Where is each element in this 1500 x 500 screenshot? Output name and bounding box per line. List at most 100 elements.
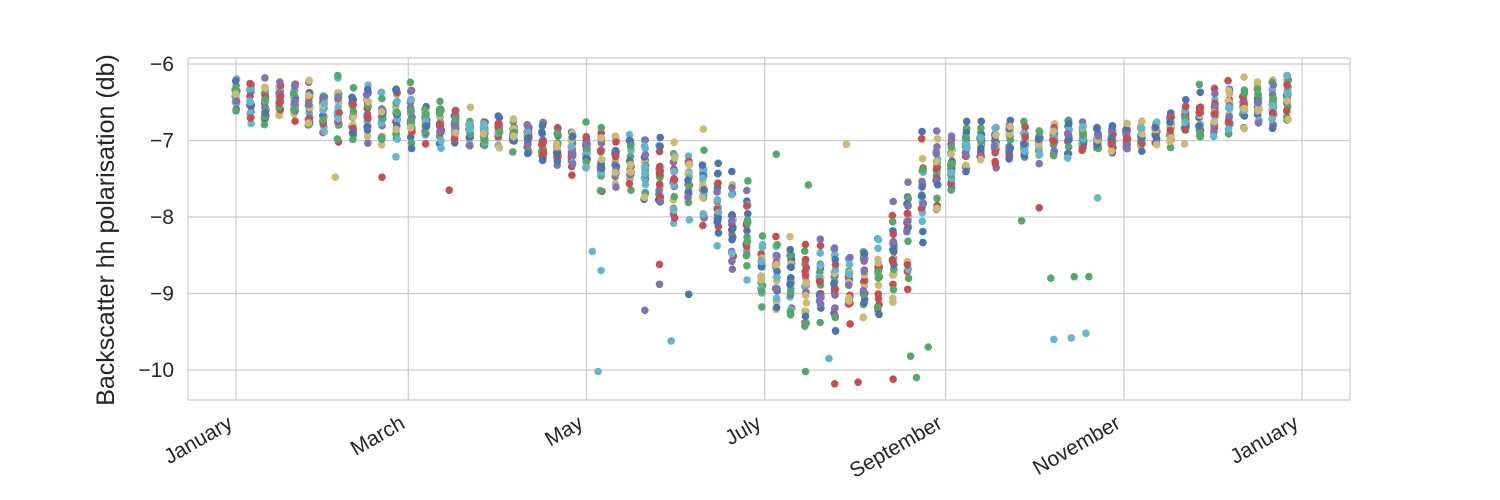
data-point (1195, 80, 1204, 89)
data-point (757, 257, 766, 266)
data-points (231, 71, 1293, 388)
data-point (568, 160, 577, 168)
data-point (291, 117, 299, 125)
data-point (363, 85, 372, 94)
data-point (597, 134, 605, 142)
data-point (509, 115, 518, 123)
data-point (831, 327, 840, 335)
data-point (933, 135, 942, 143)
data-point (728, 265, 737, 274)
data-point (304, 119, 313, 127)
data-point (1035, 204, 1043, 212)
data-point (1035, 150, 1044, 159)
data-point (626, 168, 635, 176)
data-point (904, 237, 912, 246)
data-point (728, 224, 737, 233)
data-point (567, 142, 575, 151)
data-point (713, 242, 721, 250)
data-point (1240, 89, 1249, 97)
data-point (655, 169, 664, 178)
data-point (743, 276, 751, 284)
data-point (816, 318, 824, 327)
data-point (1196, 103, 1205, 111)
data-point (918, 192, 926, 200)
data-point (333, 135, 342, 143)
plot-area (187, 57, 1351, 401)
data-point (831, 304, 839, 312)
data-point (568, 171, 576, 179)
data-point (231, 90, 240, 98)
data-point (888, 218, 897, 226)
data-point (1211, 89, 1219, 98)
x-tick-label: September (846, 411, 946, 482)
data-point (1064, 143, 1073, 151)
data-point (597, 164, 606, 172)
data-point (728, 184, 736, 192)
data-point (977, 144, 985, 152)
data-point (406, 124, 415, 132)
data-point (1268, 124, 1277, 133)
data-point (904, 274, 913, 283)
data-point (961, 134, 970, 142)
data-point (583, 139, 591, 148)
data-point (714, 208, 723, 217)
data-point (407, 144, 416, 153)
data-point (349, 101, 358, 109)
data-point (349, 84, 358, 92)
data-point (246, 85, 254, 93)
data-point (1225, 104, 1234, 113)
data-point (364, 97, 373, 106)
data-point (773, 240, 781, 249)
data-point (1017, 217, 1026, 225)
data-point (874, 268, 882, 276)
data-point (889, 197, 897, 206)
data-point (728, 234, 737, 242)
data-point (888, 257, 897, 266)
data-point (854, 378, 862, 387)
data-point (1283, 81, 1291, 89)
data-point (1269, 81, 1278, 89)
data-point (685, 160, 694, 169)
data-point (1079, 143, 1087, 152)
data-point (377, 108, 386, 116)
data-point (699, 221, 707, 230)
x-tick-label: January (1226, 411, 1303, 469)
data-point (1224, 125, 1233, 133)
data-point (801, 240, 810, 249)
data-point (670, 138, 678, 146)
data-point (377, 141, 386, 149)
data-point (641, 144, 649, 153)
data-point (261, 95, 270, 104)
data-point (773, 273, 781, 282)
data-point (1123, 119, 1131, 128)
data-point (889, 237, 898, 246)
data-point (699, 210, 707, 218)
data-point (786, 280, 794, 289)
data-point (232, 107, 240, 115)
data-point (758, 303, 766, 311)
data-point (422, 122, 431, 130)
data-point (588, 247, 597, 256)
data-point (1035, 159, 1043, 168)
data-point (1049, 151, 1058, 160)
data-point (743, 226, 751, 235)
data-point (800, 247, 809, 255)
data-point (378, 94, 386, 103)
data-point (801, 367, 810, 376)
data-point (466, 142, 474, 150)
data-point (656, 193, 665, 201)
data-point (1283, 97, 1291, 105)
data-point (1005, 155, 1013, 163)
data-point (1006, 116, 1015, 125)
data-point (801, 312, 810, 321)
data-point (947, 186, 955, 194)
data-point (392, 86, 400, 94)
data-point (1166, 126, 1174, 135)
data-point (421, 116, 430, 125)
data-point (933, 181, 942, 189)
data-point (1082, 329, 1090, 338)
data-point (1210, 102, 1219, 111)
data-point (466, 103, 475, 112)
data-point (378, 173, 386, 181)
data-point (275, 99, 284, 107)
